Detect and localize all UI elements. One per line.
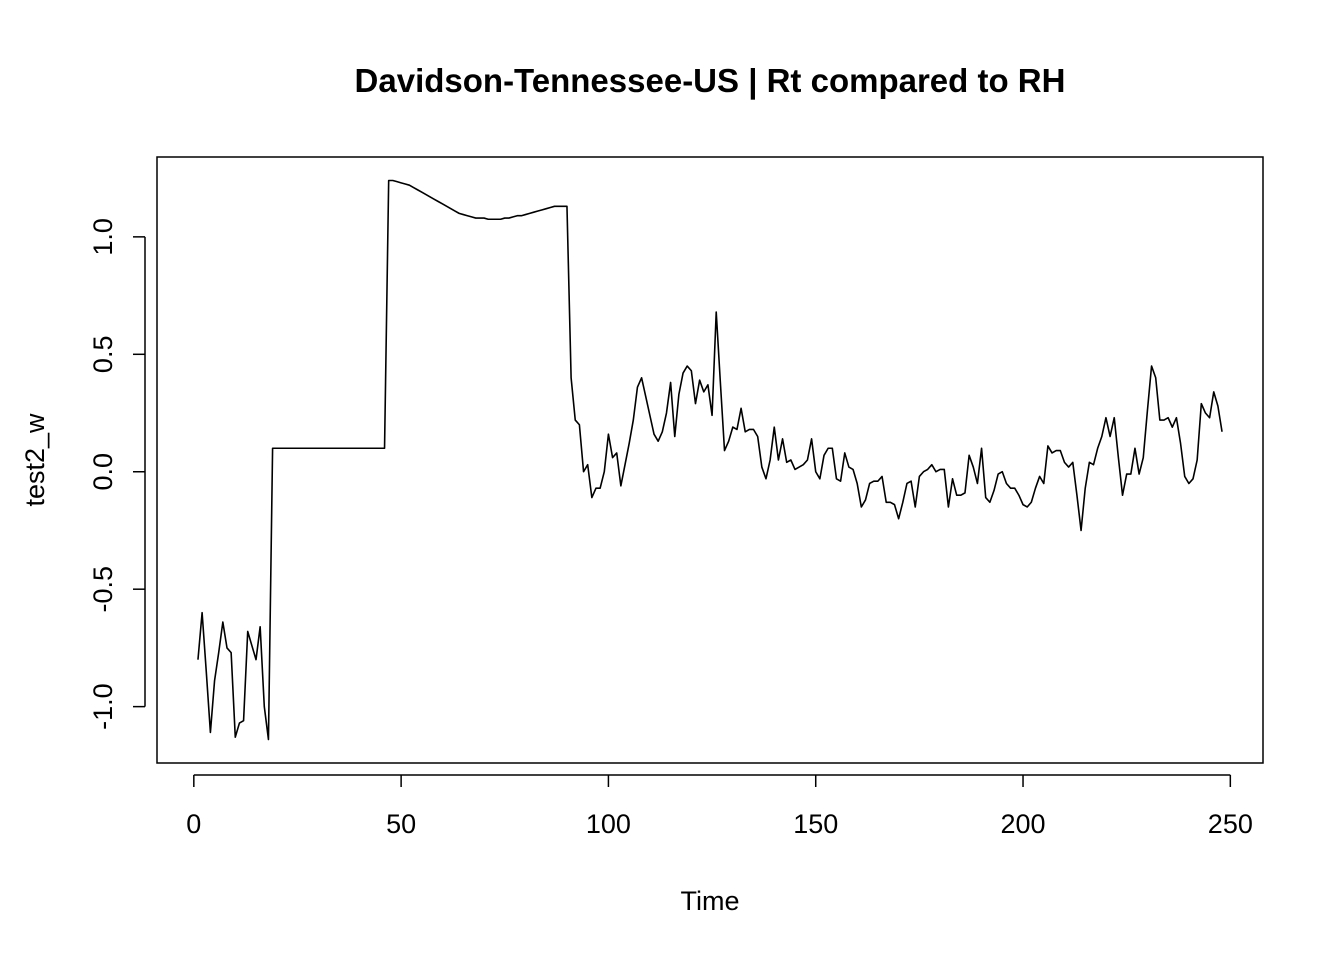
- chart-title: Davidson-Tennessee-US | Rt compared to R…: [355, 62, 1066, 99]
- x-tick-label: 250: [1208, 809, 1253, 839]
- y-tick-label: -1.0: [88, 683, 118, 730]
- y-axis-label: test2_w: [20, 413, 50, 507]
- x-tick-label: 150: [793, 809, 838, 839]
- y-tick-label: 0.0: [88, 453, 118, 491]
- x-tick-label: 0: [186, 809, 201, 839]
- plot-frame: [156, 156, 1264, 764]
- y-tick-label: 0.5: [88, 336, 118, 374]
- x-tick-label: 50: [386, 809, 416, 839]
- data-line: [197, 179, 1223, 741]
- x-axis-label: Time: [681, 886, 740, 916]
- y-tick-label: 1.0: [88, 218, 118, 256]
- x-tick-label: 100: [586, 809, 631, 839]
- x-tick-label: 200: [1000, 809, 1045, 839]
- y-tick-label: -0.5: [88, 566, 118, 613]
